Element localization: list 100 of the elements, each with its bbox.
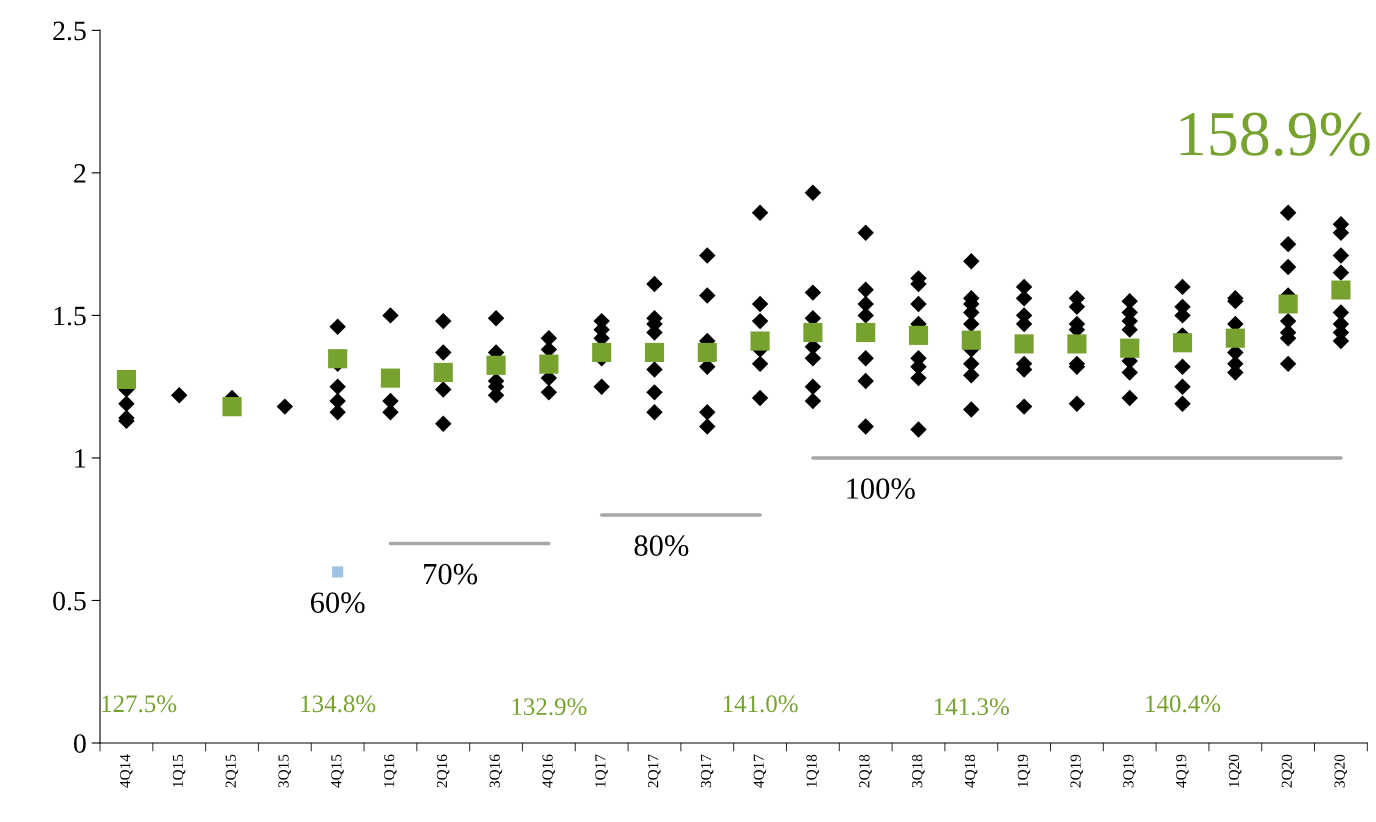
point [646, 384, 663, 401]
point [1015, 398, 1033, 415]
x-tick-label: 4Q15 [331, 754, 344, 788]
point [804, 284, 822, 301]
x-tick-label: 3Q17 [700, 754, 714, 788]
x-tick-label: 1Q16 [384, 754, 397, 787]
x-tick-label: 4Q19 [1176, 754, 1189, 788]
point [487, 310, 505, 327]
point [751, 204, 769, 221]
x-tick-label: 2Q16 [436, 754, 450, 788]
point [751, 389, 769, 407]
point [435, 415, 452, 432]
point [750, 331, 770, 351]
x-tick-label: 2Q20 [1281, 754, 1295, 788]
point [486, 355, 506, 375]
annotation: 141.3% [934, 698, 1009, 716]
x-tick-label: 2Q18 [859, 754, 872, 788]
x-tick-label: 4Q17 [753, 754, 767, 788]
point [857, 372, 874, 390]
point [699, 418, 716, 435]
point [1068, 395, 1086, 412]
point [222, 397, 242, 417]
point [1121, 389, 1138, 407]
point [116, 369, 137, 390]
x-tick-label: 1Q15 [172, 754, 186, 787]
point [435, 381, 452, 398]
point [329, 404, 346, 421]
x-tick-label: 4Q14 [119, 754, 133, 788]
point [435, 344, 452, 361]
point [171, 387, 188, 404]
annotation: 141.0% [723, 695, 798, 713]
point [699, 404, 716, 421]
x-tick-label: 2Q15 [225, 754, 239, 788]
point [1331, 280, 1351, 300]
point [646, 361, 663, 378]
point [1174, 395, 1191, 412]
point [1174, 378, 1191, 395]
point [539, 354, 559, 374]
point [751, 355, 769, 373]
point [380, 368, 401, 388]
annotation: 140.4% [1146, 695, 1221, 713]
point [1279, 355, 1297, 373]
point [540, 384, 558, 401]
point [328, 349, 348, 369]
point [910, 295, 927, 313]
point [1120, 338, 1140, 358]
x-tick-label: 3Q16 [489, 754, 503, 788]
point [329, 318, 346, 336]
point [592, 342, 612, 363]
point [1014, 334, 1034, 354]
y-tick-label: 2.5 [53, 21, 86, 41]
point [961, 330, 981, 350]
x-tick-label: 1Q20 [1228, 754, 1242, 787]
annotation: 158.9% [1180, 112, 1370, 157]
point [751, 295, 769, 313]
x-tick-label: 1Q17 [595, 754, 608, 787]
x-tick-label: 1Q19 [1017, 754, 1031, 787]
point [697, 342, 717, 363]
point [699, 247, 716, 264]
point [646, 275, 663, 293]
point [1172, 333, 1193, 353]
point [593, 378, 610, 395]
point [857, 281, 874, 298]
point [118, 395, 135, 412]
point [1278, 294, 1298, 314]
point [1015, 290, 1033, 307]
x-tick-label: 4Q18 [964, 754, 978, 788]
point [1279, 258, 1297, 276]
point [857, 349, 874, 367]
point [908, 325, 929, 345]
point [804, 378, 822, 395]
x-tick-label: 3Q18 [912, 754, 925, 788]
y-tick-label: 0 [74, 734, 86, 753]
x-tick-label: 3Q20 [1334, 754, 1348, 788]
y-tick-label: 1 [75, 449, 86, 468]
y-tick-label: 1.5 [54, 306, 86, 326]
point [329, 378, 346, 395]
point [1279, 235, 1297, 253]
point [751, 312, 769, 330]
annotation: 134.8% [301, 695, 376, 713]
series-label: 60% [310, 592, 365, 614]
point [857, 418, 874, 435]
point [1121, 364, 1138, 381]
point [646, 404, 663, 421]
point [857, 224, 874, 241]
point [963, 253, 980, 270]
point [644, 342, 665, 363]
x-tick-label: 3Q15 [278, 754, 291, 788]
x-tick-label: 1Q18 [806, 754, 820, 787]
point [963, 401, 980, 418]
point [1332, 264, 1350, 281]
point [1174, 358, 1191, 375]
point [856, 322, 876, 343]
x-tick-label: 3Q19 [1123, 754, 1136, 788]
x-tick-label: 4Q16 [542, 754, 556, 788]
point [433, 362, 453, 382]
x-tick-label: 2Q17 [648, 754, 661, 788]
point [804, 184, 822, 202]
y-tick-label: 2 [74, 164, 86, 183]
series-label: 100% [847, 478, 915, 499]
